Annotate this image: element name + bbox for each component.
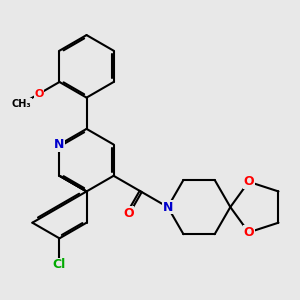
Text: O: O — [243, 175, 254, 188]
Text: O: O — [243, 226, 254, 239]
Text: CH₃: CH₃ — [12, 99, 32, 109]
Text: O: O — [123, 207, 134, 220]
Text: N: N — [163, 201, 173, 214]
Text: Cl: Cl — [53, 258, 66, 272]
Text: O: O — [34, 89, 44, 99]
Text: N: N — [54, 138, 64, 151]
